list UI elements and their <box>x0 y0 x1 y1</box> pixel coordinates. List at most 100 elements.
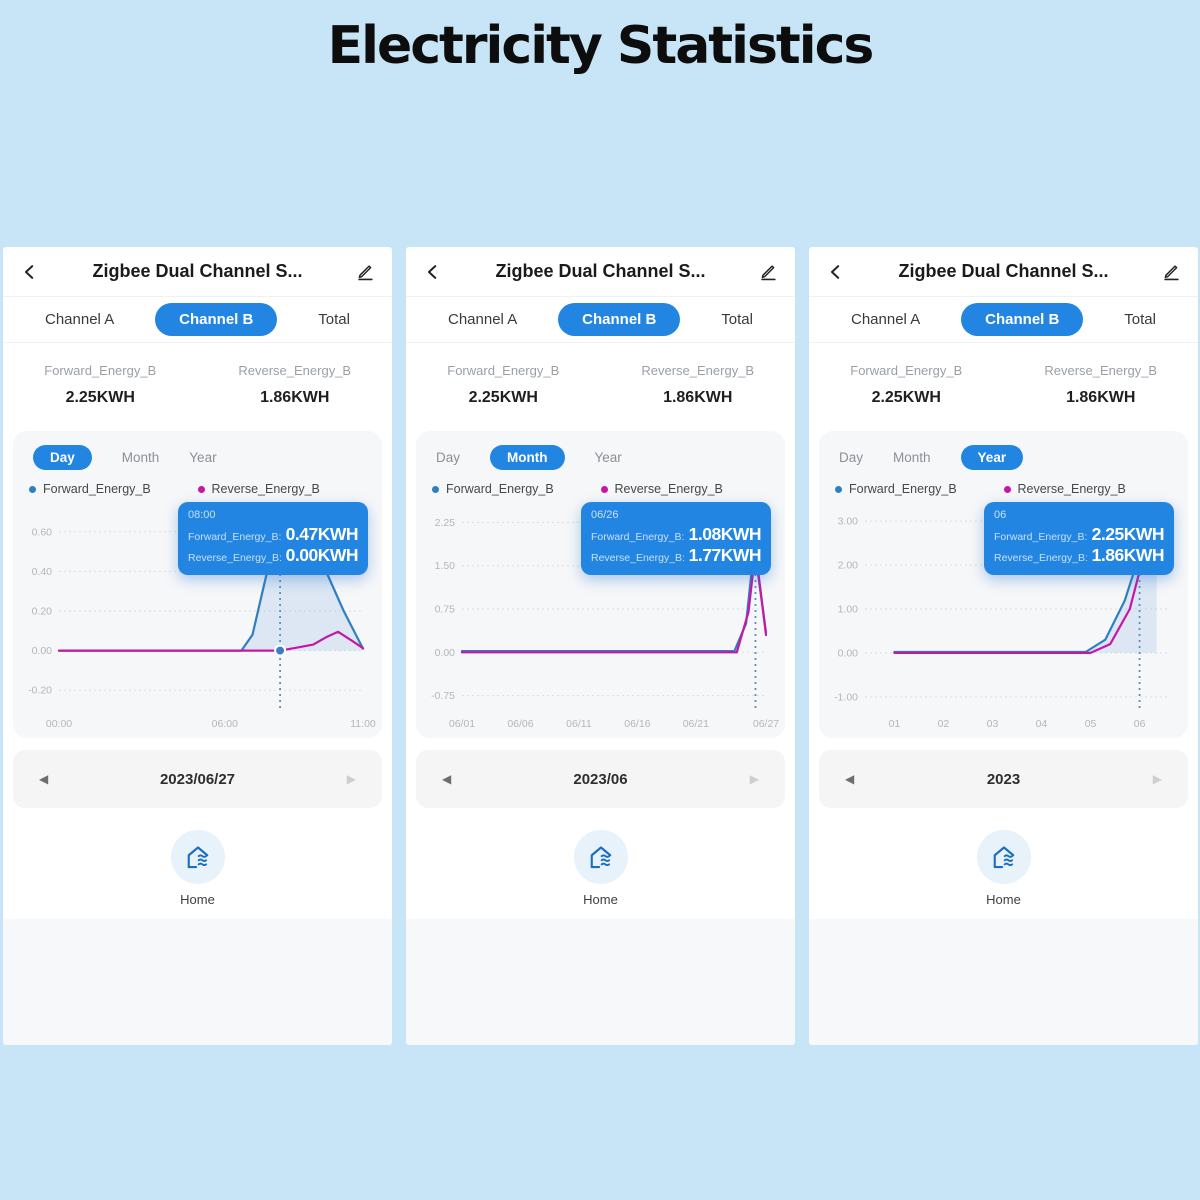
metric-value: 2.25KWH <box>871 389 941 406</box>
x-tick-label: 04 <box>1036 718 1048 730</box>
prev-period-arrow[interactable]: ◀ <box>39 772 49 786</box>
channel-tab-channel-a[interactable]: Channel A <box>45 311 115 328</box>
tooltip-row: Forward_Energy_B: 2.25KWH <box>994 524 1165 545</box>
channel-tab-channel-b[interactable]: Channel B <box>155 303 278 336</box>
chevron-left-icon <box>427 264 437 279</box>
back-button[interactable] <box>825 261 847 283</box>
bottom-bar: Home <box>3 818 392 919</box>
y-tick-label: 0.40 <box>32 566 53 578</box>
legend-item: Forward_Energy_B <box>835 482 1004 496</box>
chart-tooltip: 08:00 Forward_Energy_B: 0.47KWH Reverse_En… <box>178 502 368 575</box>
device-title: Zigbee Dual Channel S... <box>92 261 303 281</box>
metric: Forward_Energy_B 2.25KWH <box>809 363 1004 407</box>
metric-label: Forward_Energy_B <box>447 363 560 378</box>
y-tick-label: -1.00 <box>834 691 858 703</box>
phone-screenshot: Zigbee Dual Channel S... Channel A Channe… <box>3 247 392 1045</box>
edit-button[interactable] <box>757 261 779 283</box>
chart-area[interactable]: 08:00 Forward_Energy_B: 0.47KWH Reverse_En… <box>23 502 376 734</box>
metric-value: 2.25KWH <box>468 389 538 406</box>
x-tick-label: 06:00 <box>212 718 238 730</box>
period-tab-month[interactable]: Month <box>490 445 565 470</box>
channel-tab-total[interactable]: Total <box>1124 311 1156 328</box>
period-tab-year[interactable]: Year <box>594 450 622 465</box>
y-tick-label: 2.25 <box>435 517 456 529</box>
app-header: Zigbee Dual Channel S... <box>406 247 795 297</box>
period-tab-day[interactable]: Day <box>839 450 864 465</box>
legend-label: Reverse_Energy_B <box>211 482 320 496</box>
edit-pencil-icon <box>1164 264 1179 280</box>
channel-tab-total[interactable]: Total <box>318 311 350 328</box>
metric-label: Forward_Energy_B <box>44 363 157 378</box>
legend-dot-icon <box>600 485 608 493</box>
legend-dot-icon <box>835 485 842 493</box>
period-tab-year[interactable]: Year <box>960 445 1024 470</box>
y-tick-label: 0.60 <box>32 526 53 538</box>
back-button[interactable] <box>422 261 444 283</box>
tooltip-row-value: 0.47KWH <box>285 524 359 544</box>
legend-dot-icon <box>197 485 205 493</box>
period-tab-day[interactable]: Day <box>436 450 461 465</box>
channel-tab-channel-a[interactable]: Channel A <box>448 311 518 328</box>
y-tick-label: -0.20 <box>28 685 52 697</box>
tooltip-row-value: 1.77KWH <box>688 545 762 565</box>
x-tick-label: 11:00 <box>350 718 376 730</box>
period-tab-month[interactable]: Month <box>893 450 931 465</box>
channel-tab-channel-b[interactable]: Channel B <box>558 303 681 336</box>
home-button[interactable] <box>170 830 225 884</box>
home-label: Home <box>583 892 618 907</box>
channel-tabs: Channel A Channel B Total <box>809 297 1198 343</box>
home-button[interactable] <box>573 830 628 884</box>
metric-value: 1.86KWH <box>663 389 733 406</box>
period-tab-day[interactable]: Day <box>33 445 92 470</box>
next-period-arrow[interactable]: ▶ <box>749 772 759 786</box>
metric-label: Reverse_Energy_B <box>641 363 755 378</box>
device-title: Zigbee Dual Channel S... <box>898 261 1109 281</box>
legend-item: Forward_Energy_B <box>432 482 601 496</box>
legend-item: Reverse_Energy_B <box>197 482 367 496</box>
tooltip-row-label: Forward_Energy_B: <box>994 531 1088 543</box>
legend-dot-icon <box>432 485 439 493</box>
channel-tab-channel-a[interactable]: Channel A <box>851 311 921 328</box>
legend-dot-icon <box>29 485 36 493</box>
chart-card: Day Month Year Forward_Energy_B Reverse_Ene… <box>416 431 785 738</box>
home-icon <box>590 846 611 869</box>
chevron-left-icon <box>24 264 34 279</box>
channel-tab-total[interactable]: Total <box>721 311 753 328</box>
chart-area[interactable]: 06 Forward_Energy_B: 2.25KWH Reverse_Energ… <box>829 502 1178 734</box>
legend-item: Forward_Energy_B <box>29 482 198 496</box>
legend-label: Forward_Energy_B <box>446 482 554 496</box>
tooltip-row-label: Forward_Energy_B: <box>188 531 282 543</box>
app-header: Zigbee Dual Channel S... <box>3 247 392 297</box>
x-tick-label: 03 <box>987 718 999 730</box>
chart-card: Day Month Year Forward_Energy_B Reverse_Ene… <box>13 431 382 738</box>
home-button[interactable] <box>976 830 1031 884</box>
bottom-bar: Home <box>406 818 795 919</box>
channel-tab-channel-b[interactable]: Channel B <box>961 303 1084 336</box>
edit-button[interactable] <box>354 261 376 283</box>
energy-metrics: Forward_Energy_B 2.25KWH Reverse_Energy_B 1… <box>406 343 795 431</box>
back-button[interactable] <box>19 261 41 283</box>
chart-legend: Forward_Energy_B Reverse_Energy_B <box>23 482 372 502</box>
date-label: 2023/06/27 <box>159 770 236 788</box>
period-tab-year[interactable]: Year <box>189 450 217 465</box>
tooltip-row-value: 1.08KWH <box>688 524 762 544</box>
edit-button[interactable] <box>1160 261 1182 283</box>
line-chart: 2.25 1.50 0.75 0.00 -0.75 06/01 06/06 06/11 06/1… <box>431 508 779 730</box>
phone-footer <box>809 919 1198 1045</box>
legend-label: Reverse_Energy_B <box>614 482 723 496</box>
metric: Reverse_Energy_B 1.86KWH <box>1004 363 1199 407</box>
chart-area[interactable]: 06/26 Forward_Energy_B: 1.08KWH Reverse_En… <box>426 502 779 734</box>
prev-period-arrow[interactable]: ◀ <box>442 772 452 786</box>
next-period-arrow[interactable]: ▶ <box>1152 772 1162 786</box>
metric-value: 2.25KWH <box>65 389 135 406</box>
chart-legend: Forward_Energy_B Reverse_Energy_B <box>829 482 1178 502</box>
next-period-arrow[interactable]: ▶ <box>346 772 356 786</box>
x-tick-label: 06/16 <box>624 718 650 730</box>
prev-period-arrow[interactable]: ◀ <box>845 772 855 786</box>
period-tab-month[interactable]: Month <box>121 450 160 465</box>
metric-value: 1.86KWH <box>260 389 330 406</box>
metric: Forward_Energy_B 2.25KWH <box>3 363 198 407</box>
chevron-left-icon <box>830 264 840 279</box>
page-title: Electricity Statistics <box>327 16 875 76</box>
x-tick-label: 06/01 <box>449 718 475 730</box>
